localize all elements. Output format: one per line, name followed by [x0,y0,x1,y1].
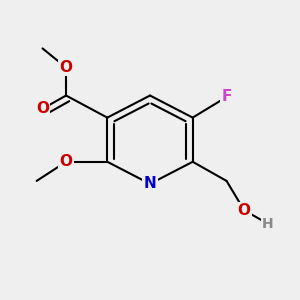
Text: O: O [60,60,73,75]
Text: H: H [262,217,274,231]
Text: O: O [238,203,251,218]
Text: O: O [36,101,49,116]
Text: F: F [221,89,232,104]
Text: O: O [60,154,73,169]
Text: N: N [144,176,156,191]
